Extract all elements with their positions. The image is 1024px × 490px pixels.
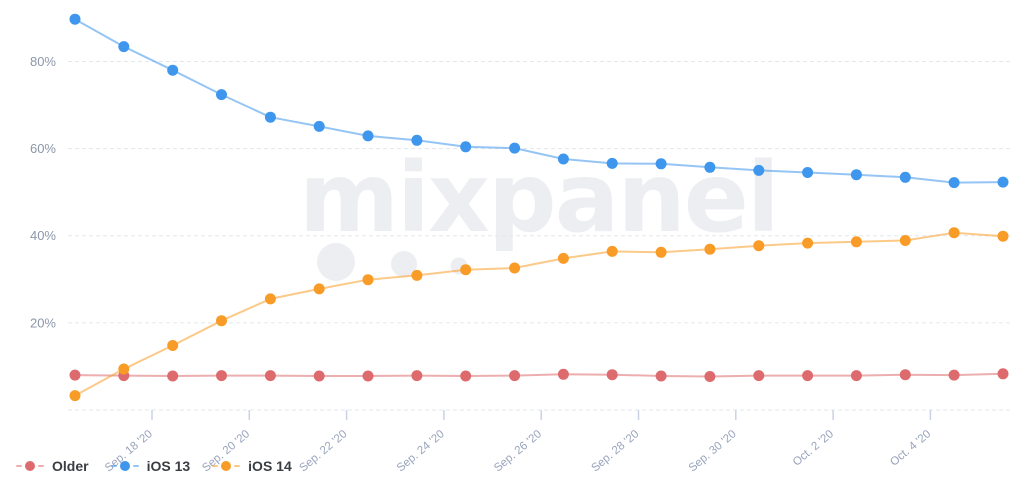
data-point-older[interactable] (899, 369, 911, 381)
data-point-older[interactable] (606, 369, 618, 381)
legend-item-older[interactable]: Older (16, 459, 89, 473)
watermark-dot-large (317, 243, 355, 281)
data-point-ios-13[interactable] (313, 120, 325, 132)
data-point-older[interactable] (216, 370, 227, 382)
data-point-ios-13[interactable] (899, 171, 911, 183)
data-point-ios-13[interactable] (460, 141, 472, 153)
watermark-text: mixpanel (299, 142, 778, 254)
y-axis-label: 80% (30, 54, 56, 69)
legend: Older iOS 13 iOS 14 (16, 459, 292, 473)
legend-label: iOS 13 (146, 458, 191, 474)
data-point-older[interactable] (704, 371, 716, 382)
x-axis-label: Sep. 28 '20 (589, 428, 641, 474)
data-point-ios-14[interactable] (460, 264, 472, 276)
series-marker-icon (110, 461, 139, 471)
data-point-ios-13[interactable] (557, 153, 569, 165)
y-axis-label: 60% (30, 141, 56, 156)
data-point-older[interactable] (509, 370, 521, 382)
x-axis-label: Oct. 2 '20 (791, 428, 836, 469)
data-point-ios-13[interactable] (69, 13, 81, 25)
data-point-ios-13[interactable] (655, 158, 667, 170)
data-point-ios-14[interactable] (606, 245, 618, 257)
data-point-ios-14[interactable] (216, 315, 227, 327)
series-dash-icon (212, 465, 219, 467)
data-point-ios-14[interactable] (655, 246, 667, 258)
watermark-dot-medium (391, 251, 417, 277)
series-dot-icon (119, 461, 130, 471)
data-point-older[interactable] (264, 370, 276, 382)
series-marker-icon (212, 461, 241, 471)
series-line-ios-14 (74, 231, 1004, 397)
series-marker-icon (16, 461, 44, 471)
data-point-ios-14[interactable] (264, 293, 276, 305)
series-dot-icon (25, 461, 35, 471)
data-point-older[interactable] (753, 370, 765, 382)
data-point-ios-14[interactable] (69, 390, 81, 402)
data-point-ios-14[interactable] (948, 227, 960, 239)
legend-item-ios-13[interactable]: iOS 13 (110, 458, 191, 474)
data-point-ios-14[interactable] (704, 243, 716, 255)
data-point-older[interactable] (655, 370, 667, 382)
data-point-ios-13[interactable] (167, 64, 179, 76)
series-line-older (74, 372, 1004, 378)
series-dash-icon (16, 465, 22, 467)
data-point-ios-14[interactable] (509, 262, 521, 274)
data-point-ios-14[interactable] (802, 237, 814, 249)
data-point-ios-13[interactable] (216, 89, 227, 101)
data-point-ios-13[interactable] (948, 177, 960, 189)
series-dash-icon (234, 465, 241, 467)
data-point-ios-13[interactable] (850, 169, 862, 181)
series-line-ios-13 (74, 18, 1004, 184)
data-point-ios-14[interactable] (411, 269, 423, 281)
data-point-ios-13[interactable] (118, 41, 130, 53)
data-point-ios-13[interactable] (606, 157, 618, 169)
series-dash-icon (132, 465, 139, 467)
data-point-ios-14[interactable] (557, 252, 569, 264)
data-point-older[interactable] (411, 370, 423, 382)
data-point-older[interactable] (362, 370, 374, 382)
data-point-ios-13[interactable] (802, 167, 814, 178)
data-point-ios-13[interactable] (704, 161, 716, 173)
data-point-ios-14[interactable] (753, 240, 765, 252)
data-point-older[interactable] (69, 369, 81, 381)
series-dash-icon (110, 465, 117, 467)
series-dot-icon (221, 461, 232, 471)
legend-label: Older (52, 458, 89, 474)
data-point-older[interactable] (557, 368, 569, 380)
data-point-ios-14[interactable] (899, 235, 911, 246)
y-axis-label: 20% (30, 315, 56, 330)
data-point-ios-14[interactable] (997, 230, 1009, 242)
legend-item-ios-14[interactable]: iOS 14 (212, 459, 292, 473)
x-axis-label: Oct. 4 '20 (888, 428, 933, 469)
data-point-older[interactable] (167, 370, 179, 382)
x-axis-label: Sep. 24 '20 (395, 428, 447, 474)
data-point-older[interactable] (313, 370, 325, 382)
mixpanel-watermark: mixpanel (299, 142, 780, 281)
data-point-older[interactable] (802, 370, 814, 382)
x-axis-label: Sep. 30 '20 (687, 428, 739, 474)
data-point-ios-13[interactable] (753, 164, 765, 176)
data-point-older[interactable] (850, 370, 862, 382)
data-point-ios-13[interactable] (362, 130, 374, 142)
data-point-older[interactable] (460, 370, 472, 382)
data-point-ios-14[interactable] (362, 274, 374, 286)
data-point-older[interactable] (997, 368, 1009, 380)
x-axis-label: Sep. 26 '20 (492, 428, 544, 474)
y-axis-label: 40% (30, 228, 56, 243)
x-axis-label: Sep. 22 '20 (298, 428, 350, 474)
data-point-ios-14[interactable] (850, 236, 862, 248)
data-point-ios-13[interactable] (411, 134, 423, 146)
data-point-ios-14[interactable] (118, 363, 130, 375)
data-point-ios-13[interactable] (997, 176, 1009, 188)
data-point-ios-14[interactable] (313, 283, 325, 295)
legend-label: iOS 14 (248, 458, 292, 474)
data-point-ios-14[interactable] (167, 340, 179, 351)
series-dash-icon (38, 465, 44, 467)
data-point-ios-13[interactable] (264, 111, 276, 123)
data-point-ios-13[interactable] (509, 142, 521, 154)
data-point-older[interactable] (948, 369, 960, 381)
